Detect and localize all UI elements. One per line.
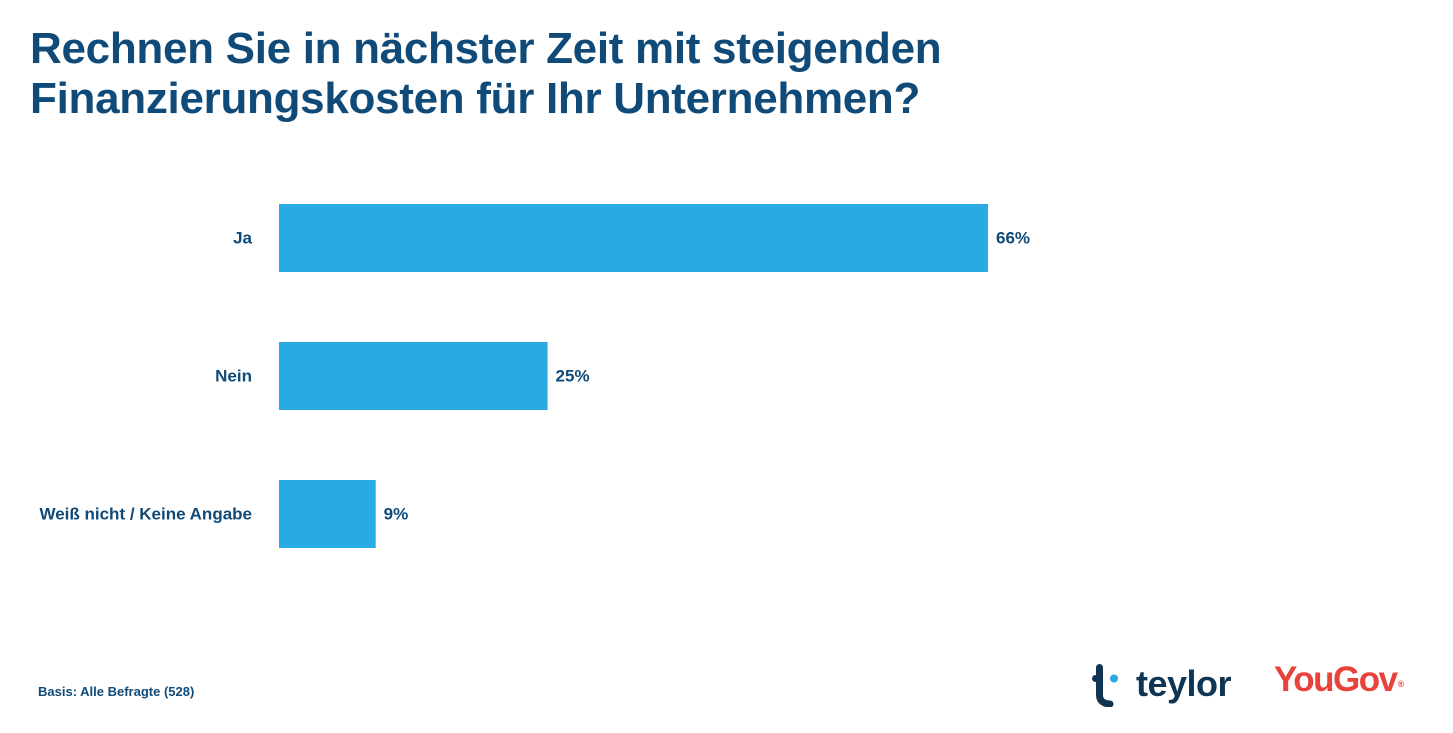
category-label-1: Ja [233,229,252,248]
teylor-logo: teylor [1092,659,1232,709]
chart-title: Rechnen Sie in nächster Zeit mit steigen… [30,24,942,123]
bar-3 [279,480,376,548]
value-label-2: 25% [556,367,590,386]
category-label-3: Weiß nicht / Keine Angabe [39,505,252,524]
bars-group: Ja 66% Nein 25% Weiß nicht / Keine Angabe 9% [39,204,1030,548]
footnote-basis: Basis: Alle Befragte (528) [38,684,195,699]
yougov-registered-mark: ® [1397,679,1405,689]
yougov-logo: YouGov® [1274,660,1404,700]
teylor-logo-icon [1092,664,1118,707]
bar-2 [279,342,548,410]
bar-1 [279,204,988,272]
yougov-logo-text: YouGov [1274,660,1398,699]
value-label-3: 9% [384,505,409,524]
value-label-1: 66% [996,229,1030,248]
category-label-2: Nein [215,367,252,386]
teylor-logo-text: teylor [1136,663,1232,704]
